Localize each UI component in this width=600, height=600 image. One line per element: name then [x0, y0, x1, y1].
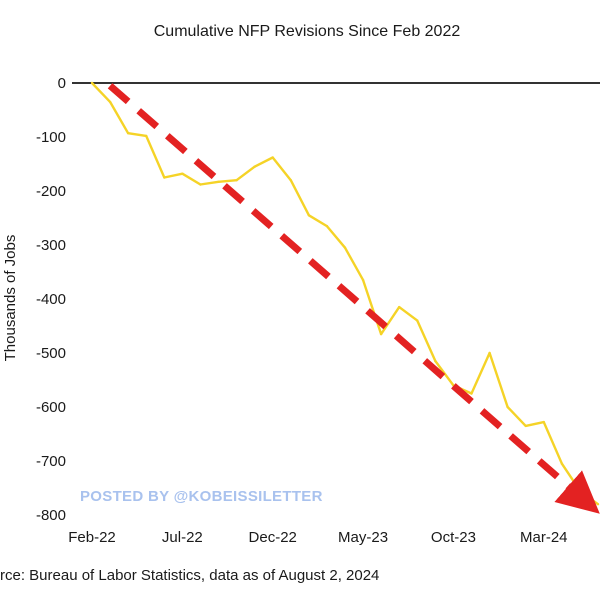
y-tick-label: -200 [36, 183, 66, 200]
data-point [398, 305, 401, 309]
watermark-text: POSTED BY @KOBEISSILETTER [80, 488, 323, 505]
data-point [343, 246, 347, 249]
data-point [542, 420, 545, 424]
data-point [325, 224, 329, 228]
x-tick-label: May-23 [338, 529, 388, 546]
y-tick-label: -800 [36, 507, 66, 524]
data-point [416, 319, 419, 322]
downtrend-arrow [107, 83, 600, 514]
x-tick-label: Feb-22 [68, 529, 116, 546]
y-axis-ticks: 0 -100 -200 -300 -400 -500 -600 -700 -800 [36, 75, 66, 524]
y-tick-label: -600 [36, 399, 66, 416]
data-point [271, 156, 274, 159]
data-point [524, 424, 527, 428]
data-point [596, 503, 600, 506]
data-point [235, 179, 238, 182]
x-tick-label: Jul-22 [162, 529, 203, 546]
x-tick-label: Dec-22 [249, 529, 297, 546]
data-point [361, 278, 365, 282]
chart-title: Cumulative NFP Revisions Since Feb 2022 [154, 23, 461, 40]
data-point [217, 180, 220, 184]
data-point [488, 351, 491, 355]
data-point [253, 165, 256, 168]
data-point [108, 100, 112, 104]
data-point [199, 183, 202, 186]
source-note: rce: Bureau of Labor Statistics, data as… [0, 567, 379, 584]
data-point [379, 332, 383, 336]
y-tick-label: -400 [36, 291, 66, 308]
y-tick-label: 0 [58, 75, 66, 92]
data-point [163, 176, 166, 179]
data-point [126, 132, 130, 135]
data-points [90, 81, 600, 506]
data-point [145, 134, 148, 138]
x-tick-label: Oct-23 [431, 529, 476, 546]
x-axis-ticks: Feb-22 Jul-22 Dec-22 May-23 Oct-23 Mar-24 [68, 529, 567, 546]
data-point [289, 179, 292, 182]
y-tick-label: -300 [36, 237, 66, 254]
data-point [434, 359, 437, 363]
data-point [506, 405, 509, 409]
y-tick-label: -700 [36, 453, 66, 470]
data-point [307, 214, 311, 217]
y-tick-label: -500 [36, 345, 66, 362]
data-point [470, 392, 473, 395]
x-tick-label: Mar-24 [520, 529, 568, 546]
y-axis-label: Thousands of Jobs [2, 235, 19, 362]
y-tick-label: -100 [36, 129, 66, 146]
data-point [90, 81, 94, 85]
data-point [181, 172, 184, 175]
data-point [560, 462, 564, 465]
